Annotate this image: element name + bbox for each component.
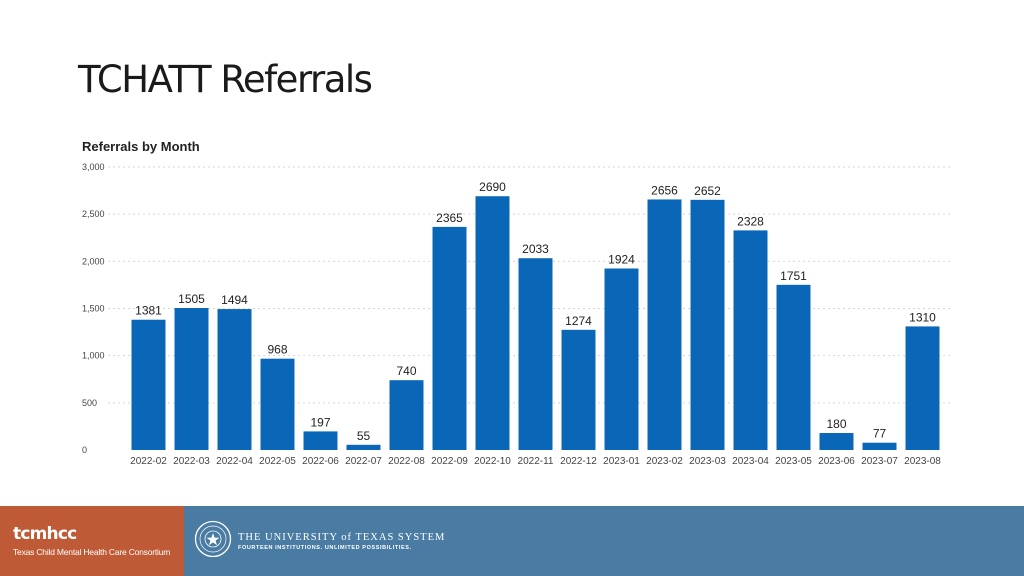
bar (561, 329, 596, 450)
data-label: 2328 (737, 214, 764, 228)
x-tick-label: 2022-02 (130, 456, 167, 467)
footer-brand-panel: tcmhcc Texas Child Mental Health Care Co… (0, 506, 184, 576)
data-label: 2690 (479, 180, 506, 194)
bar (432, 226, 467, 450)
slide-title: TCHATT Referrals (78, 58, 373, 101)
ut-seal-icon (194, 520, 232, 558)
y-tick-label: 0 (82, 445, 87, 455)
bar (776, 284, 811, 450)
data-label: 1494 (221, 293, 248, 307)
x-tick-label: 2023-03 (689, 456, 726, 467)
bar (174, 308, 209, 450)
data-label: 77 (873, 427, 887, 441)
x-tick-label: 2022-12 (560, 456, 597, 467)
bar (131, 319, 166, 450)
x-tick-label: 2022-03 (173, 456, 210, 467)
bar (475, 196, 510, 450)
bar (905, 326, 940, 450)
data-label: 180 (826, 417, 846, 431)
bar (260, 358, 295, 450)
bar (733, 230, 768, 450)
data-label: 2656 (651, 183, 678, 197)
x-tick-label: 2022-06 (302, 456, 339, 467)
ut-system-name: THE UNIVERSITY of TEXAS SYSTEM (238, 532, 446, 543)
data-label: 2652 (694, 184, 721, 198)
data-label: 1310 (909, 310, 936, 324)
y-tick-label: 2,500 (82, 209, 105, 219)
bar (690, 199, 725, 450)
ut-system-tagline: FOURTEEN INSTITUTIONS. UNLIMITED POSSIBI… (238, 545, 412, 551)
data-label: 740 (396, 364, 416, 378)
data-label: 1274 (565, 314, 592, 328)
x-tick-label: 2023-05 (775, 456, 812, 467)
bar (604, 268, 639, 450)
x-tick-label: 2023-07 (861, 456, 898, 467)
x-tick-label: 2022-11 (518, 456, 554, 467)
data-label: 1751 (780, 269, 807, 283)
bars (131, 196, 940, 450)
x-tick-label: 2023-02 (646, 456, 683, 467)
bar (217, 309, 252, 450)
x-tick-label: 2022-10 (474, 456, 511, 467)
bar (389, 380, 424, 450)
data-label: 197 (310, 415, 330, 429)
footer: tcmhcc Texas Child Mental Health Care Co… (0, 506, 1024, 576)
x-tick-label: 2023-04 (732, 456, 769, 467)
bar (819, 433, 854, 450)
bar (518, 258, 553, 450)
bar (862, 442, 897, 450)
data-label: 1505 (178, 292, 205, 306)
x-tick-label: 2022-04 (216, 456, 253, 467)
footer-ut-panel: THE UNIVERSITY of TEXAS SYSTEM FOURTEEN … (184, 506, 1024, 576)
x-tick-label: 2022-07 (345, 456, 382, 467)
data-label: 1924 (608, 253, 635, 267)
x-tick-label: 2023-01 (603, 456, 640, 467)
data-label: 2033 (522, 242, 549, 256)
x-tick-label: 2023-08 (904, 456, 941, 467)
tcmhcc-logo: tcmhcc (13, 524, 77, 544)
y-tick-label: 3,000 (82, 162, 105, 172)
data-label: 968 (267, 343, 287, 357)
x-tick-label: 2022-08 (388, 456, 425, 467)
x-tick-label: 2023-06 (818, 456, 855, 467)
data-labels: 1381 1505 1494 968 197 55 740 2365 2690 2033 1274 1… (135, 180, 936, 443)
y-tick-label: 500 (82, 398, 97, 408)
y-tick-label: 1,500 (82, 304, 105, 314)
y-axis-ticks: 0 500 1,000 1,500 2,000 2,500 3,000 (82, 162, 105, 455)
chart-title: Referrals by Month (82, 139, 200, 154)
data-label: 2365 (436, 211, 463, 225)
y-tick-label: 2,000 (82, 256, 105, 266)
bar (303, 431, 338, 450)
bar (346, 444, 381, 450)
x-tick-label: 2022-05 (259, 456, 296, 467)
bar-chart: Referrals by Month 0 500 1,000 1,500 2,000 2,… (82, 139, 952, 467)
x-tick-label: 2022-09 (431, 456, 468, 467)
bar (647, 199, 682, 450)
tcmhcc-subtitle: Texas Child Mental Health Care Consortiu… (13, 547, 171, 557)
x-axis-ticks: 2022-02 2022-03 2022-04 2022-05 2022-06 2022-… (130, 456, 941, 467)
data-label: 1381 (135, 304, 162, 318)
y-tick-label: 1,000 (82, 351, 105, 361)
data-label: 55 (357, 429, 371, 443)
